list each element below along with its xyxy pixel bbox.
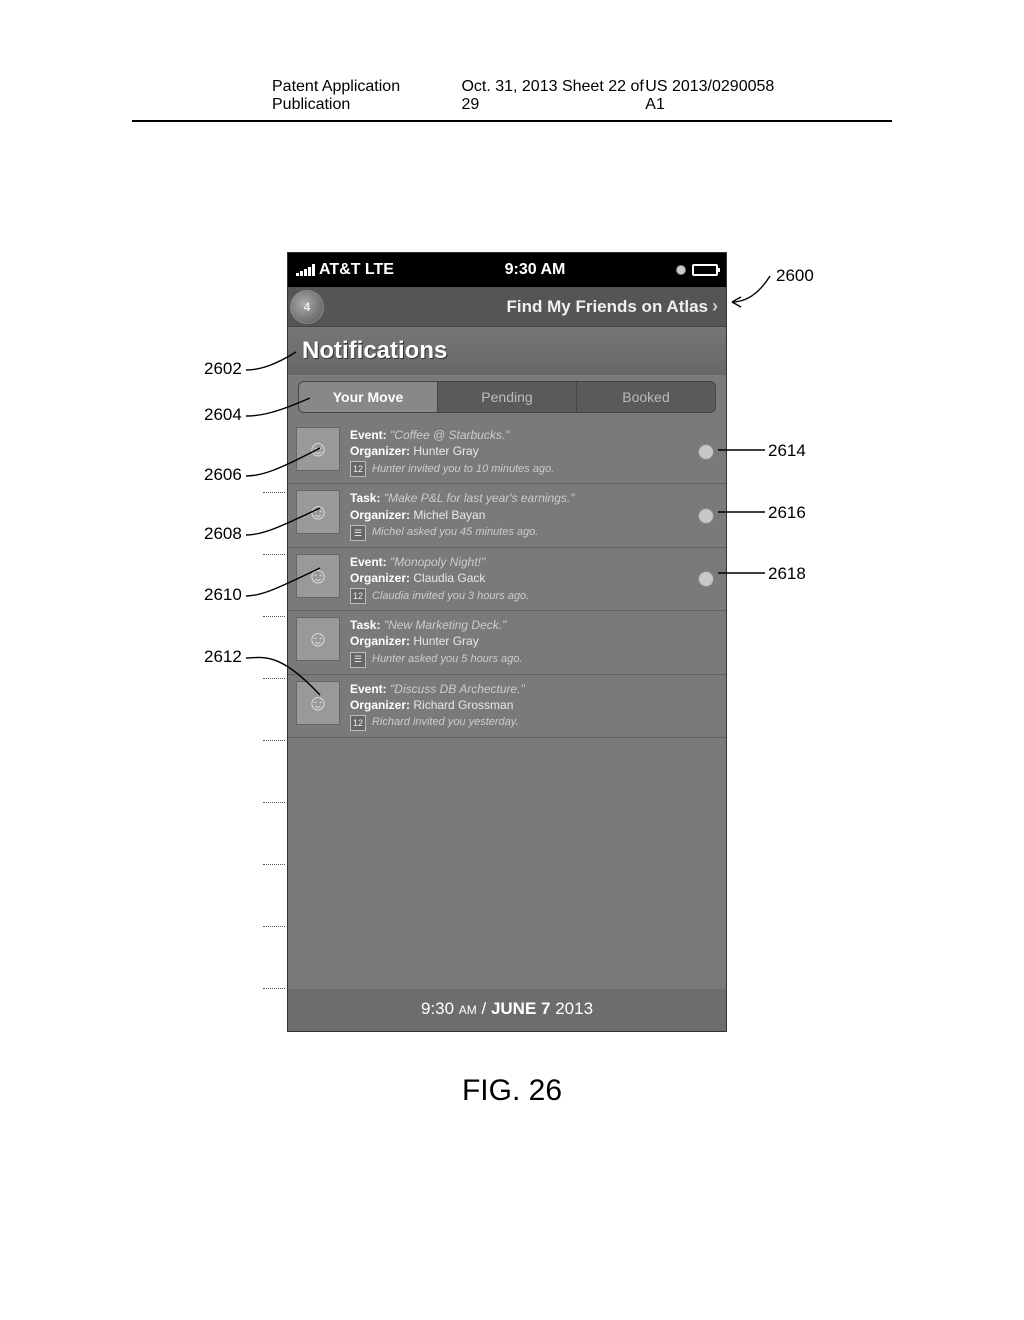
find-friends-label: Find My Friends on Atlas (507, 297, 709, 317)
status-left: AT&T LTE (296, 261, 394, 279)
callout-2606: 2606 (204, 465, 242, 485)
organizer-name: Hunter Gray (413, 444, 478, 458)
figure-caption: FIG. 26 (0, 1074, 1024, 1108)
footer-sep: / (482, 999, 491, 1018)
organizer-label: Organizer: (350, 571, 410, 585)
margin-tick (263, 864, 285, 865)
item-title: "Monopoly Night!" (390, 555, 485, 569)
header-center: Oct. 31, 2013 Sheet 22 of 29 (461, 78, 645, 114)
margin-tick (263, 616, 285, 617)
chat-badge-icon[interactable]: 4 (290, 290, 324, 324)
tabs: Your Move Pending Booked (298, 381, 716, 413)
list-item[interactable]: ☺ Task: "Make P&L for last year's earnin… (288, 484, 726, 547)
callout-2618: 2618 (768, 564, 806, 584)
page-header: Patent Application Publication Oct. 31, … (132, 78, 892, 122)
item-meta: Michel asked you 45 minutes ago. (372, 525, 538, 540)
margin-tick (263, 988, 285, 989)
footer-date: JUNE 7 (491, 999, 551, 1018)
unread-dot-icon (698, 508, 714, 524)
calendar-icon: 12 (350, 715, 366, 731)
battery-icon (692, 264, 718, 276)
organizer-name: Michel Bayan (413, 508, 485, 522)
status-right (676, 264, 718, 276)
item-body: Task: "Make P&L for last year's earnings… (350, 490, 688, 540)
tab-pending[interactable]: Pending (438, 382, 577, 412)
tab-booked[interactable]: Booked (577, 382, 715, 412)
calendar-icon: 12 (350, 588, 366, 604)
section-title: Notifications (288, 327, 726, 375)
kind-label: Task: (350, 491, 380, 505)
callout-2608: 2608 (204, 524, 242, 544)
organizer-label: Organizer: (350, 508, 410, 522)
chevron-right-icon: › (712, 296, 718, 317)
kind-label: Event: (350, 428, 387, 442)
signal-icon (296, 264, 315, 276)
callout-2614: 2614 (768, 441, 806, 461)
item-title: "Make P&L for last year's earnings." (384, 491, 575, 505)
item-title: "Coffee @ Starbucks." (390, 428, 509, 442)
callout-2604: 2604 (204, 405, 242, 425)
item-title: "New Marketing Deck." (384, 618, 507, 632)
footer-year: 2013 (555, 999, 593, 1018)
footer-ampm: AM (459, 1003, 477, 1017)
unread-dot-icon (698, 444, 714, 460)
callout-2616: 2616 (768, 503, 806, 523)
avatar: ☺ (296, 617, 340, 661)
organizer-name: Claudia Gack (413, 571, 485, 585)
item-body: Event: "Monopoly Night!" Organizer: Clau… (350, 554, 688, 604)
item-meta: Hunter invited you to 10 minutes ago. (372, 462, 554, 477)
item-body: Event: "Discuss DB Archecture." Organize… (350, 681, 718, 731)
avatar: ☺ (296, 427, 340, 471)
status-bar: AT&T LTE 9:30 AM (288, 253, 726, 287)
phone-screen: AT&T LTE 9:30 AM 4 Find My Friends on At… (287, 252, 727, 1032)
callout-2600: 2600 (776, 266, 814, 286)
organizer-label: Organizer: (350, 444, 410, 458)
callout-2612: 2612 (204, 647, 242, 667)
callout-2610: 2610 (204, 585, 242, 605)
status-time: 9:30 AM (505, 261, 566, 279)
list-item[interactable]: ☺ Event: "Coffee @ Starbucks." Organizer… (288, 421, 726, 484)
item-meta: Richard invited you yesterday. (372, 715, 519, 730)
item-meta: Hunter asked you 5 hours ago. (372, 652, 522, 667)
top-bar: 4 Find My Friends on Atlas › (288, 287, 726, 327)
organizer-label: Organizer: (350, 634, 410, 648)
carrier-label: AT&T LTE (319, 261, 394, 279)
avatar: ☺ (296, 490, 340, 534)
margin-tick (263, 492, 285, 493)
list-item[interactable]: ☺ Event: "Discuss DB Archecture." Organi… (288, 675, 726, 738)
location-icon (676, 265, 686, 275)
kind-label: Task: (350, 618, 380, 632)
list-item[interactable]: ☺ Task: "New Marketing Deck." Organizer:… (288, 611, 726, 674)
header-left: Patent Application Publication (272, 78, 461, 114)
margin-tick (263, 678, 285, 679)
task-icon: ☰ (350, 525, 366, 541)
callout-2602: 2602 (204, 359, 242, 379)
tab-your-move[interactable]: Your Move (299, 382, 438, 412)
find-friends-link[interactable]: Find My Friends on Atlas › (507, 296, 719, 317)
item-body: Task: "New Marketing Deck." Organizer: H… (350, 617, 718, 667)
list-item[interactable]: ☺ Event: "Monopoly Night!" Organizer: Cl… (288, 548, 726, 611)
item-title: "Discuss DB Archecture." (390, 682, 525, 696)
kind-label: Event: (350, 555, 387, 569)
footer-bar: 9:30 AM / JUNE 7 2013 (288, 989, 726, 1031)
unread-dot-icon (698, 571, 714, 587)
organizer-name: Richard Grossman (413, 698, 513, 712)
item-body: Event: "Coffee @ Starbucks." Organizer: … (350, 427, 688, 477)
item-meta: Claudia invited you 3 hours ago. (372, 589, 529, 604)
footer-time: 9:30 (421, 999, 454, 1018)
margin-tick (263, 926, 285, 927)
organizer-name: Hunter Gray (413, 634, 478, 648)
avatar: ☺ (296, 681, 340, 725)
header-right: US 2013/0290058 A1 (645, 78, 782, 114)
organizer-label: Organizer: (350, 698, 410, 712)
avatar: ☺ (296, 554, 340, 598)
margin-tick (263, 740, 285, 741)
notification-list: ☺ Event: "Coffee @ Starbucks." Organizer… (288, 421, 726, 989)
margin-tick (263, 554, 285, 555)
task-icon: ☰ (350, 652, 366, 668)
calendar-icon: 12 (350, 461, 366, 477)
margin-tick (263, 802, 285, 803)
kind-label: Event: (350, 682, 387, 696)
